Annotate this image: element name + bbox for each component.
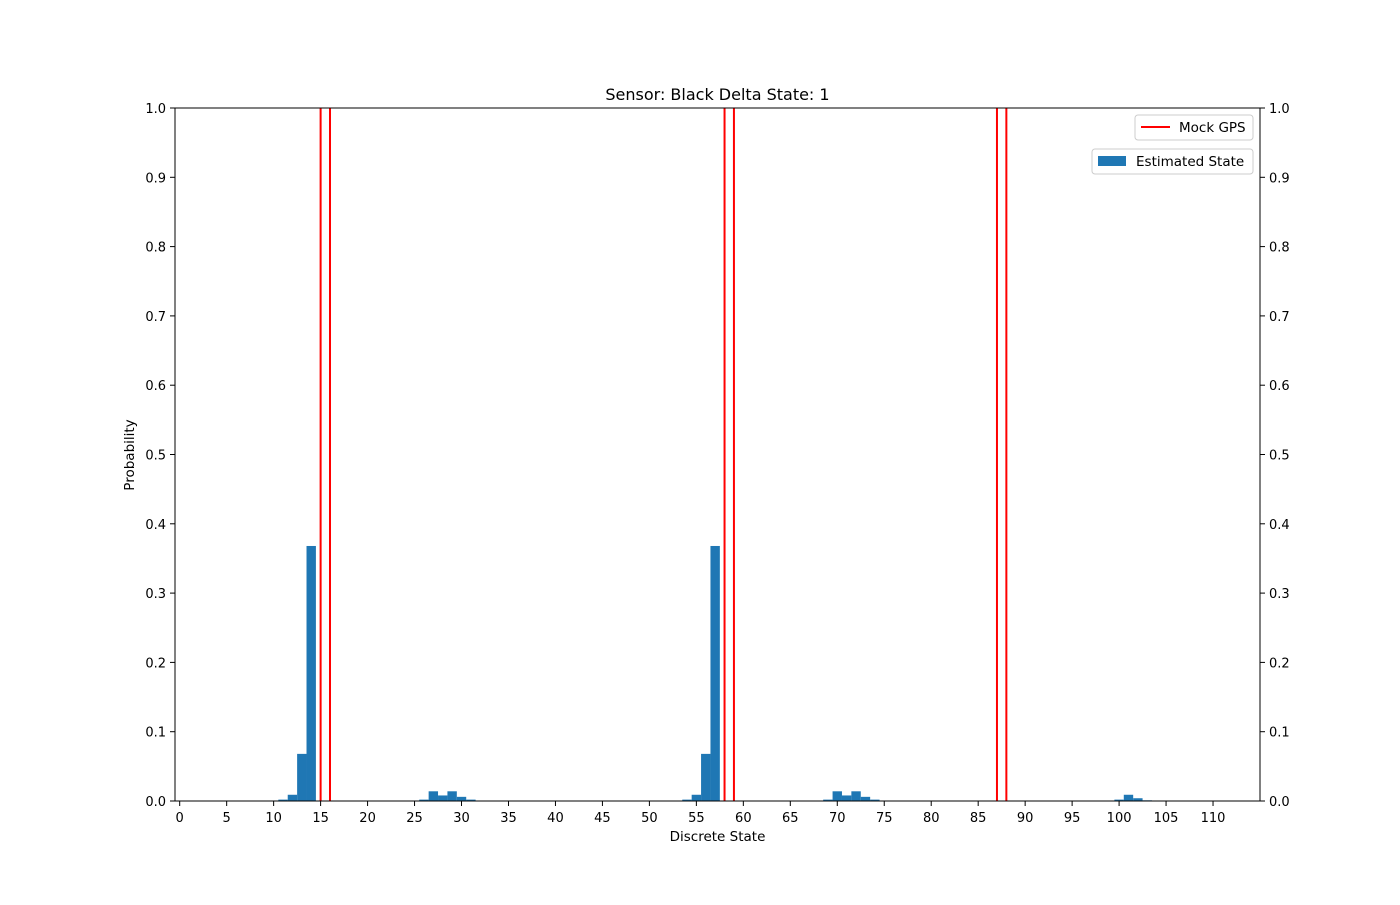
legend-label-mock-gps: Mock GPS (1179, 120, 1246, 136)
x-tick-label: 5 (223, 811, 231, 826)
x-tick-label: 65 (782, 811, 799, 826)
bar (1123, 794, 1134, 801)
bar (823, 799, 833, 801)
y-tick-label-right: 0.3 (1269, 587, 1290, 602)
x-tick-label: 40 (547, 811, 564, 826)
y-tick-label: 0.7 (145, 310, 166, 325)
y-tick-label-right: 0.6 (1269, 379, 1290, 394)
y-tick-label: 0.8 (145, 241, 166, 256)
bar (691, 794, 702, 801)
y-tick-label: 0.0 (145, 795, 166, 810)
bar (870, 799, 880, 801)
bar (278, 799, 288, 801)
x-axis-title: Discrete State (670, 829, 766, 845)
bar (466, 799, 476, 801)
x-tick-label: 75 (876, 811, 893, 826)
x-tick-label: 85 (970, 811, 987, 826)
y-tick-label-right: 0.2 (1269, 656, 1290, 671)
bar (682, 799, 692, 801)
legend-bar-swatch (1098, 156, 1126, 166)
y-ticks-left: 0.0 0.1 0.2 0.3 0.4 0.5 0.6 0.7 0.8 0.9 1.0 (145, 102, 175, 810)
bar (428, 791, 439, 801)
bar (297, 753, 307, 801)
bar (710, 545, 720, 801)
x-tick-label: 30 (453, 811, 470, 826)
legend-estimated-state: Estimated State (1091, 148, 1254, 175)
y-tick-label-right: 0.4 (1269, 518, 1290, 533)
y-tick-label: 0.9 (145, 171, 166, 186)
bar (419, 799, 429, 801)
legend-label-estimated-state: Estimated State (1136, 154, 1244, 170)
bar (456, 796, 467, 801)
y-tick-label-right: 0.1 (1269, 726, 1290, 741)
y-tick-label-right: 0.8 (1269, 241, 1290, 256)
legend-mock-gps: Mock GPS (1134, 114, 1254, 141)
x-tick-label: 95 (1064, 811, 1081, 826)
vlines-layer (319, 108, 1008, 801)
x-tick-label: 105 (1154, 811, 1179, 826)
y-tick-label-right: 0.5 (1269, 449, 1290, 464)
x-tick-label: 20 (359, 811, 376, 826)
bars-layer (278, 545, 1152, 801)
y-tick-label-right: 0.7 (1269, 310, 1290, 325)
y-tick-label-right: 0.0 (1269, 795, 1290, 810)
x-ticks: 0 5 10 15 20 25 30 35 40 45 50 55 60 65 70 75 80 85 90 95 10… (176, 801, 1226, 826)
bar (306, 545, 316, 801)
bar (287, 794, 298, 801)
y-tick-label: 0.2 (145, 656, 166, 671)
x-tick-label: 55 (688, 811, 705, 826)
y-tick-label-right: 1.0 (1269, 102, 1290, 117)
y-tick-label: 0.1 (145, 726, 166, 741)
x-tick-label: 90 (1017, 811, 1034, 826)
x-tick-label: 45 (594, 811, 611, 826)
x-tick-label: 25 (406, 811, 423, 826)
chart-title: Sensor: Black Delta State: 1 (605, 85, 829, 104)
x-tick-label: 50 (641, 811, 658, 826)
y-tick-label: 0.3 (145, 587, 166, 602)
bar (1114, 799, 1124, 801)
bar (832, 791, 842, 801)
legend-box (1091, 148, 1254, 175)
bar (1133, 798, 1143, 801)
y-ticks-right: 0.0 0.1 0.2 0.3 0.4 0.5 0.6 0.7 0.8 0.9 1.0 (1260, 102, 1290, 810)
x-tick-label: 35 (500, 811, 517, 826)
x-tick-label: 70 (829, 811, 846, 826)
bar (438, 795, 448, 801)
bar (851, 791, 861, 801)
y-axis-title: Probability (122, 419, 138, 490)
x-tick-label: 100 (1107, 811, 1132, 826)
x-tick-label: 80 (923, 811, 940, 826)
legend-box (1134, 114, 1254, 141)
y-tick-label: 0.5 (145, 449, 166, 464)
x-tick-label: 110 (1201, 811, 1226, 826)
x-tick-label: 0 (176, 811, 184, 826)
bar (841, 795, 852, 801)
bar (701, 753, 711, 801)
y-tick-label: 1.0 (145, 102, 166, 117)
bar (447, 791, 457, 801)
bar (860, 796, 871, 801)
y-tick-label: 0.4 (145, 518, 166, 533)
x-tick-label: 15 (312, 811, 329, 826)
y-tick-label-right: 0.9 (1269, 171, 1290, 186)
x-tick-label: 60 (735, 811, 752, 826)
y-tick-label: 0.6 (145, 379, 166, 394)
x-tick-label: 10 (265, 811, 282, 826)
